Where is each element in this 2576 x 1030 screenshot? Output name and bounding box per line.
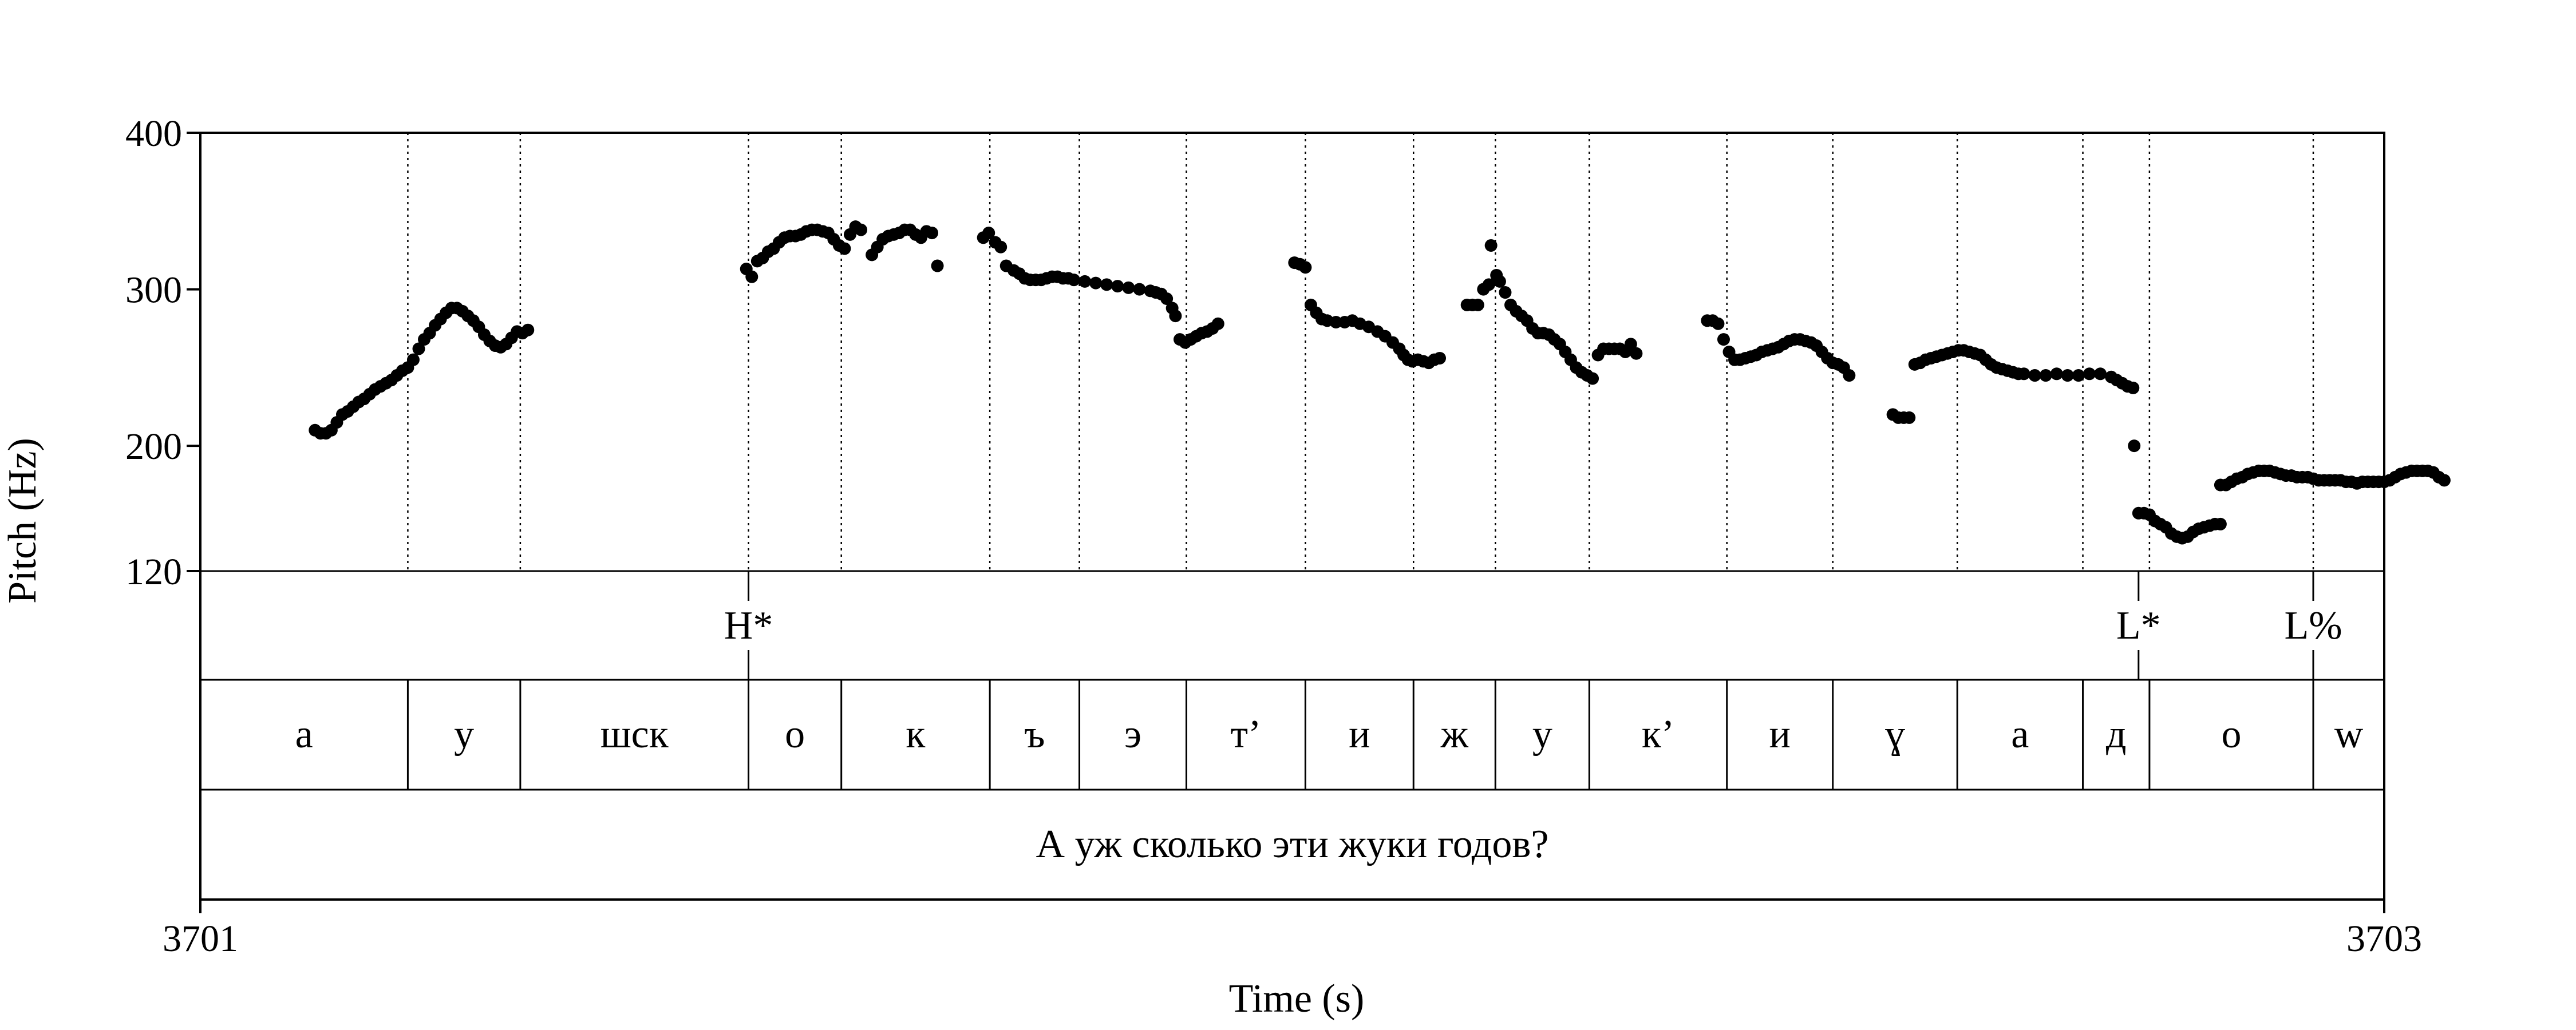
pitch-point <box>982 227 995 240</box>
pitch-point <box>2017 367 2030 381</box>
segment-label: и <box>1769 712 1790 756</box>
pitch-point <box>1843 369 1856 382</box>
pitch-point <box>1433 351 1447 365</box>
pitch-point <box>1211 317 1224 330</box>
segment-label: у <box>1532 712 1552 756</box>
segment-boundary-grid <box>407 133 2314 571</box>
pitch-point <box>2072 369 2085 382</box>
segment-label: д <box>2106 712 2127 756</box>
segment-label: э <box>1124 712 1141 756</box>
segment-label: а <box>295 712 313 756</box>
pitch-point <box>2094 367 2107 381</box>
pitch-point <box>2128 439 2141 453</box>
pitch-point <box>1471 298 1484 311</box>
segment-label: ɣ <box>1885 712 1905 756</box>
pitch-point <box>1089 276 1103 290</box>
segment-label: у <box>454 712 474 756</box>
pitch-point <box>1122 281 1135 294</box>
tone-label: H* <box>724 604 773 648</box>
tone-label: L* <box>2116 604 2161 648</box>
pitch-point <box>1484 239 1498 252</box>
pitch-point <box>855 223 868 236</box>
pitch-point <box>1624 338 1637 351</box>
pitch-point <box>406 353 420 366</box>
annotation-tiers: H* L* L% а у шск о к ъ э т’ и ж у к’ и ɣ а д о w А уж сколько… <box>295 571 2364 866</box>
segment-label: к’ <box>1642 712 1674 756</box>
segment-label: т’ <box>1230 712 1261 756</box>
pitch-point <box>994 240 1008 253</box>
pitch-point <box>1499 286 1512 299</box>
sentence-label: А уж сколько эти жуки годов? <box>1036 822 1548 866</box>
segment-label: а <box>2011 712 2029 756</box>
segment-label: о <box>2221 712 2241 756</box>
pitch-point <box>1160 292 1174 305</box>
y-tick-label: 400 <box>125 113 182 154</box>
pitch-point <box>1717 333 1730 346</box>
pitch-point <box>1482 278 1495 291</box>
pitch-point <box>1133 283 1146 296</box>
x-axis-label: Time (s) <box>1229 977 1365 1021</box>
pitch-point <box>2061 369 2074 382</box>
y-axis-label: Pitch (Hz) <box>1 438 45 604</box>
pitch-point <box>1329 316 1342 329</box>
pitch-point <box>1493 275 1506 288</box>
pitch-point <box>1903 411 1916 424</box>
pitch-point <box>1586 372 1599 385</box>
segment-label: о <box>785 712 805 756</box>
pitch-point <box>1111 280 1124 293</box>
pitch-point <box>926 227 939 240</box>
y-tick-label: 300 <box>125 270 182 311</box>
pitch-point <box>1630 347 1643 360</box>
plot-frame <box>199 132 2385 901</box>
x-tick-label: 3701 <box>163 918 238 960</box>
pitch-points <box>309 220 2451 545</box>
pitch-point <box>2083 367 2096 381</box>
pitch-point <box>838 242 851 255</box>
pitch-point <box>1299 261 1312 274</box>
pitch-point <box>931 259 944 272</box>
pitch-point <box>2437 474 2451 487</box>
segment-label: ж <box>1440 712 1469 756</box>
pitch-point <box>1169 310 1182 323</box>
pitch-point <box>745 270 758 283</box>
pitch-point <box>1712 317 1725 330</box>
pitch-point <box>1078 275 1092 288</box>
segment-label: ъ <box>1024 712 1045 756</box>
segment-label: к <box>906 712 926 756</box>
x-tick-label: 3703 <box>2346 918 2422 960</box>
segment-label: шск <box>600 712 669 756</box>
y-tick-label: 120 <box>125 551 182 593</box>
y-tick-label: 200 <box>125 426 182 468</box>
axis-ticks: 120 200 300 400 3701 3703 <box>125 113 2422 960</box>
pitch-point <box>2214 517 2227 530</box>
pitch-point <box>2127 381 2140 394</box>
pitch-point <box>2039 369 2052 382</box>
pitch-point <box>2028 369 2041 382</box>
pitch-point <box>1068 274 1080 287</box>
pitch-point <box>521 323 535 336</box>
segment-label: и <box>1349 712 1370 756</box>
plot-border <box>199 132 2385 901</box>
segment-label: w <box>2334 712 2364 756</box>
pitch-point <box>2050 367 2063 381</box>
pitch-point <box>412 342 425 355</box>
pitch-point <box>1100 278 1113 291</box>
tone-label: L% <box>2284 604 2342 648</box>
